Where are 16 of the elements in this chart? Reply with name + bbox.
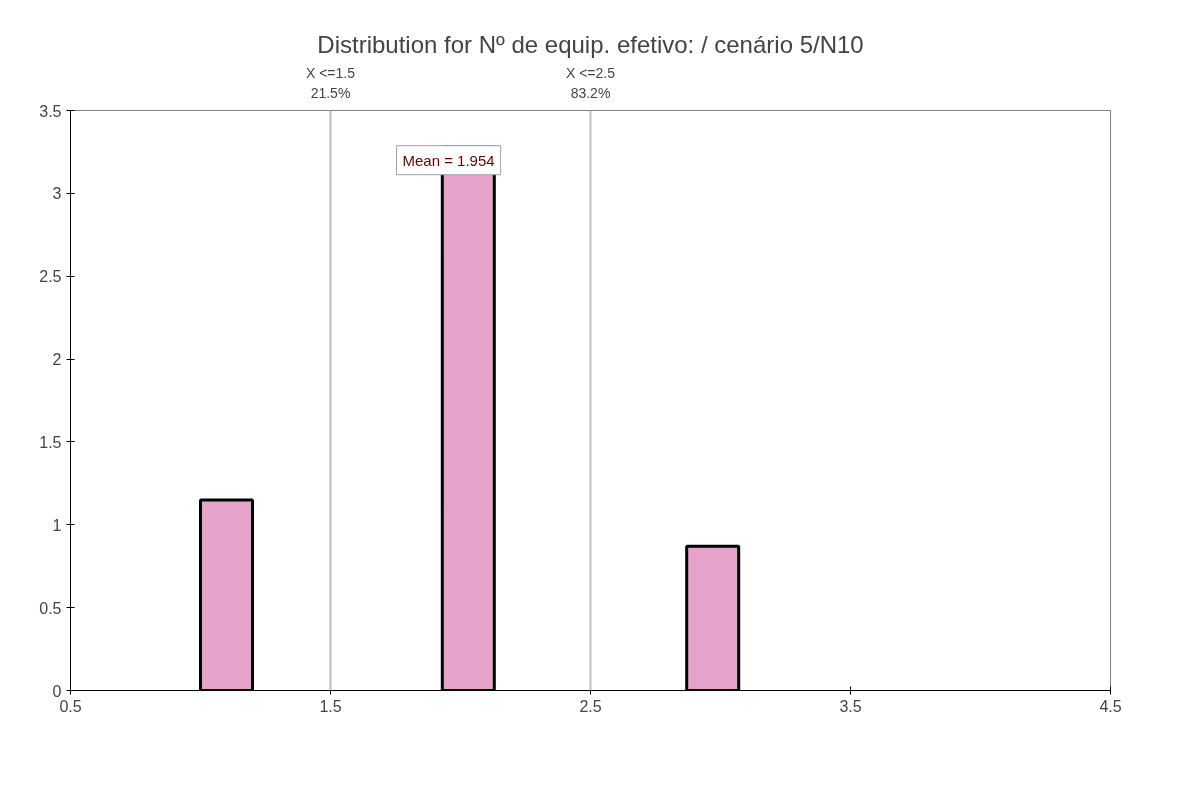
y-tick-label: 0 <box>52 682 62 700</box>
y-tick-label: 1.5 <box>39 433 62 451</box>
x-tick-label: 3.5 <box>839 697 862 715</box>
y-tick-label: 2 <box>52 351 62 369</box>
y-tick-label: 2.5 <box>39 268 62 286</box>
x-tick-label: 2.5 <box>579 697 602 715</box>
ref-line-label: X <=2.5 83.2% <box>565 65 616 101</box>
y-tick-label: 3.5 <box>39 102 62 120</box>
ref-line-label: X <=1.5 21.5% <box>305 65 356 101</box>
x-tick-label: 1.5 <box>319 697 342 715</box>
y-tick-label: 1 <box>52 516 62 534</box>
x-tick-label: 4.5 <box>1099 697 1122 715</box>
annotation: Mean = 1.954 <box>402 151 495 169</box>
y-tick-label: 0.5 <box>39 599 62 617</box>
chart-title: Distribution for Nº de equip. efetivo: / cenário 5/N10 <box>317 30 864 58</box>
y-tick-label: 3 <box>52 185 62 203</box>
